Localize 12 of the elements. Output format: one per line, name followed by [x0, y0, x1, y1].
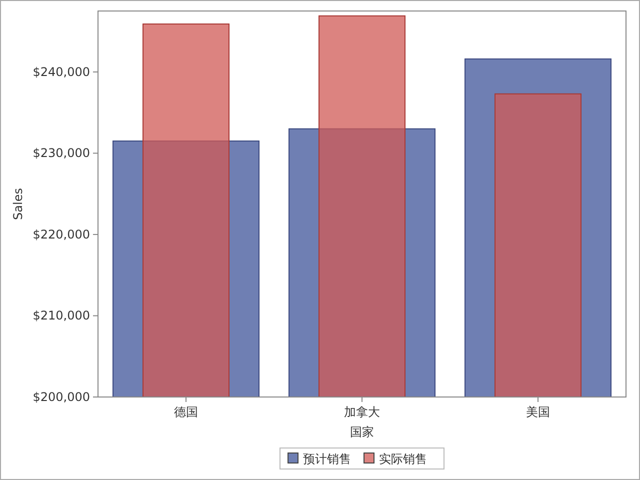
legend-label: 预计销售	[303, 452, 351, 466]
x-tick-label: 美国	[526, 405, 550, 419]
x-tick-label: 加拿大	[344, 405, 380, 419]
x-axis-title: 国家	[350, 425, 374, 439]
y-tick-label: $230,000	[32, 146, 90, 160]
legend-label: 实际销售	[379, 452, 427, 466]
y-tick-label: $220,000	[32, 227, 90, 242]
y-tick-label: $210,000	[32, 308, 90, 323]
y-axis-title: Sales	[11, 188, 25, 220]
x-tick-label: 德国	[174, 405, 198, 419]
y-tick-label: $200,000	[32, 390, 90, 404]
y-tick-label: $240,000	[32, 64, 90, 79]
